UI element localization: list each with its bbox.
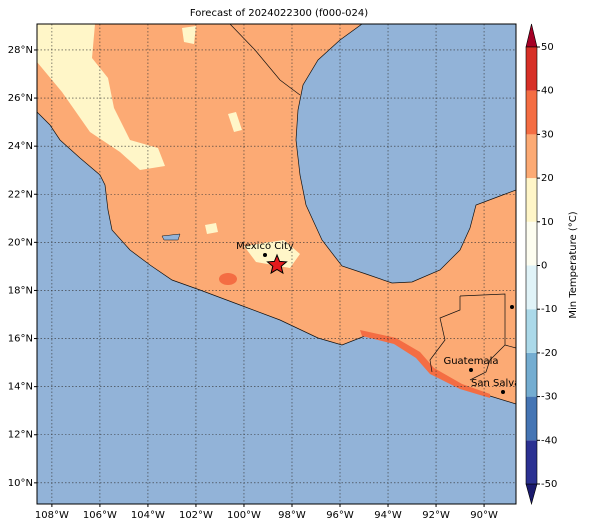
city-label: San Salvador <box>471 378 538 389</box>
colorbar-tick-label: -10 <box>541 304 557 315</box>
y-tick-label: 22°N <box>8 189 33 200</box>
y-tick-label: 18°N <box>8 285 33 296</box>
colorbar-tick-label: 50 <box>541 42 554 53</box>
y-tick-label: 12°N <box>8 430 33 441</box>
colorbar-tick-label: 40 <box>541 86 554 97</box>
colorbar-tick-label: -20 <box>541 348 557 359</box>
colorbar-tick-label: 30 <box>541 129 554 140</box>
colorbar-band <box>526 309 537 353</box>
cool-patch <box>205 223 218 234</box>
y-tick-label: 26°N <box>8 93 33 104</box>
map-area: Mexico City Guatemala San Salvador <box>37 24 538 504</box>
cool-patch <box>244 240 300 268</box>
city-point <box>469 368 473 372</box>
warm-patch <box>219 273 237 285</box>
y-tick-label: 20°N <box>8 237 33 248</box>
x-tick-label: 96°W <box>326 510 354 521</box>
x-tick-label: 100°W <box>227 510 261 521</box>
cool-patch <box>228 112 242 132</box>
colorbar-band <box>526 440 537 484</box>
colorbar-band <box>526 90 537 135</box>
city-point <box>263 253 267 257</box>
cool-patch <box>182 26 196 44</box>
x-tick-label: 102°W <box>179 510 213 521</box>
colorbar-tick-label: -30 <box>541 392 557 403</box>
map-frame <box>36 23 517 505</box>
city-point <box>501 390 505 394</box>
colorbar-tick-label: -40 <box>541 435 557 446</box>
x-tick-label: 98°W <box>278 510 306 521</box>
map-title: Forecast of 2024022300 (f000-024) <box>190 8 368 19</box>
cool-region <box>37 24 165 170</box>
x-tick-label: 90°W <box>470 510 498 521</box>
y-tick-label: 24°N <box>8 141 33 152</box>
x-tick-label: 106°W <box>83 510 117 521</box>
colorbar-tick-label: -50 <box>541 479 557 490</box>
y-tick-label: 28°N <box>8 45 33 56</box>
y-tick-label: 10°N <box>8 478 33 489</box>
country-border <box>429 293 516 381</box>
colorbar-band <box>526 352 537 397</box>
city-point <box>510 305 514 309</box>
colorbar-label: Min Temperature (°C) <box>568 211 579 318</box>
warm-coast-strip <box>360 330 490 398</box>
lake <box>161 233 181 241</box>
y-tick-label: 16°N <box>8 334 33 345</box>
x-tick-label: 108°W <box>35 510 69 521</box>
colorbar-tick-label: 10 <box>541 217 554 228</box>
colorbar-extension <box>525 483 538 506</box>
colorbar-tick-label: 20 <box>541 173 554 184</box>
colorbar-band <box>526 221 537 266</box>
y-tick-label: 14°N <box>8 382 33 393</box>
x-tick-label: 94°W <box>374 510 402 521</box>
city-label: Mexico City <box>236 241 294 252</box>
city-label: Guatemala <box>443 356 498 367</box>
colorbar-extension <box>525 23 538 48</box>
star-marker <box>266 253 288 275</box>
colorbar-tick-label: 0 <box>541 261 547 272</box>
colorbar-band <box>526 396 537 441</box>
x-tick-label: 92°W <box>422 510 450 521</box>
us-border <box>229 24 301 96</box>
colorbar-band <box>526 47 537 91</box>
colorbar-band <box>526 178 537 222</box>
colorbar-band <box>526 134 537 179</box>
x-tick-label: 104°W <box>131 510 165 521</box>
colorbar-band <box>526 265 537 310</box>
